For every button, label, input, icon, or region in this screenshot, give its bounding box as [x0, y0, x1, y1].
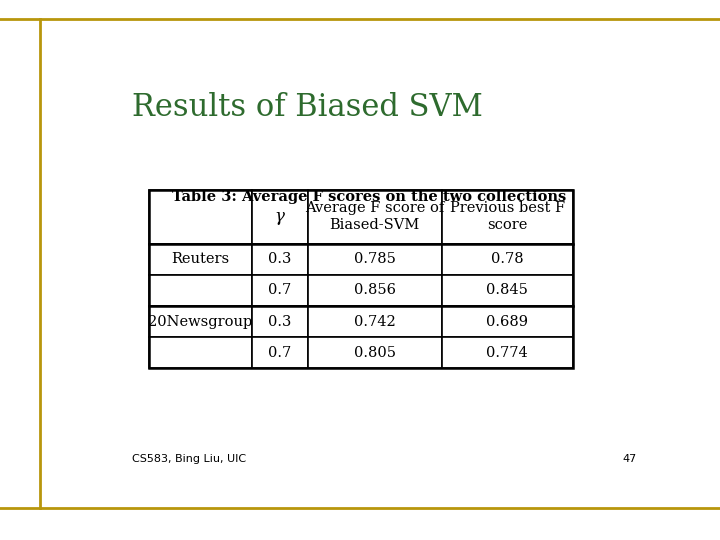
Text: 0.856: 0.856	[354, 284, 395, 298]
Bar	[252, 337, 307, 368]
Bar	[252, 190, 307, 244]
Text: 0.689: 0.689	[486, 315, 528, 328]
Bar	[441, 337, 572, 368]
Text: Table 3: Average F scores on the two collections: Table 3: Average F scores on the two col…	[172, 190, 566, 204]
Bar	[252, 275, 307, 306]
Text: 0.78: 0.78	[491, 252, 523, 266]
Bar	[252, 306, 307, 337]
Bar	[148, 306, 252, 337]
Text: CS583, Bing Liu, UIC: CS583, Bing Liu, UIC	[132, 454, 246, 464]
Text: Previous best F
score: Previous best F score	[449, 201, 564, 232]
Bar	[148, 337, 252, 368]
Text: Results of Biased SVM: Results of Biased SVM	[132, 92, 482, 123]
Text: 0.774: 0.774	[486, 346, 528, 360]
Text: 47: 47	[623, 454, 637, 464]
Bar	[148, 190, 252, 244]
Bar	[441, 190, 572, 244]
Bar	[307, 244, 441, 275]
Bar	[307, 306, 441, 337]
Bar	[441, 306, 572, 337]
Bar	[307, 275, 441, 306]
Bar	[441, 275, 572, 306]
Text: γ: γ	[275, 208, 284, 225]
Text: 0.3: 0.3	[268, 252, 292, 266]
Text: 0.742: 0.742	[354, 315, 395, 328]
Text: Reuters: Reuters	[171, 252, 229, 266]
Text: 0.7: 0.7	[268, 346, 292, 360]
Text: Average F score of
Biased-SVM: Average F score of Biased-SVM	[305, 201, 444, 232]
Bar	[307, 337, 441, 368]
Bar	[148, 275, 252, 306]
Bar	[148, 190, 572, 368]
Text: 0.785: 0.785	[354, 252, 395, 266]
Text: 0.7: 0.7	[268, 284, 292, 298]
Text: 0.805: 0.805	[354, 346, 395, 360]
Bar	[148, 244, 252, 275]
Text: 0.845: 0.845	[486, 284, 528, 298]
Bar	[252, 244, 307, 275]
Bar	[307, 190, 441, 244]
Text: 0.3: 0.3	[268, 315, 292, 328]
Text: 20Newsgroup: 20Newsgroup	[148, 315, 252, 328]
Bar	[441, 244, 572, 275]
